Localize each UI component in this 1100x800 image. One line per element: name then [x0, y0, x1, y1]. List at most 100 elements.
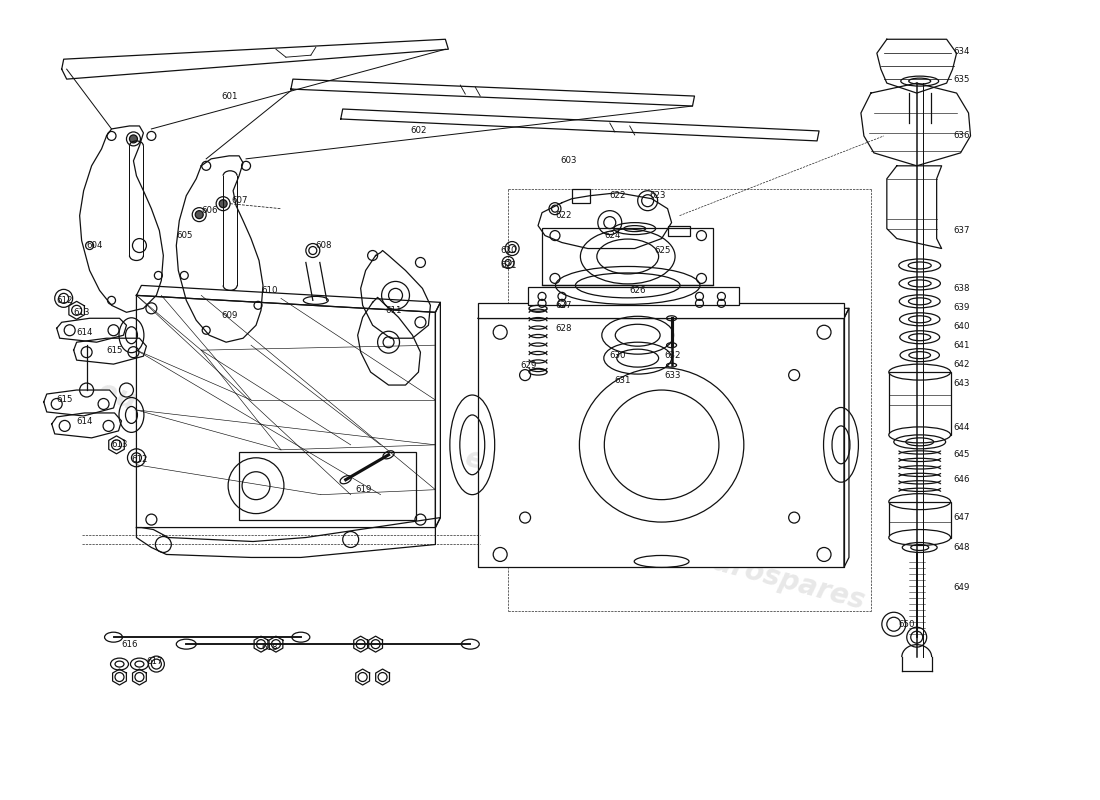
- Text: 613: 613: [111, 440, 128, 450]
- Bar: [528, 287, 739, 306]
- Polygon shape: [844, 308, 849, 567]
- Text: 638: 638: [954, 284, 970, 293]
- Text: 601: 601: [221, 91, 238, 101]
- Text: 625: 625: [654, 246, 671, 255]
- Text: 614: 614: [77, 418, 94, 426]
- Polygon shape: [136, 286, 440, 312]
- Text: 634: 634: [954, 46, 970, 56]
- Text: 646: 646: [954, 475, 970, 484]
- Text: 626: 626: [629, 286, 646, 295]
- Polygon shape: [62, 39, 449, 79]
- Polygon shape: [136, 295, 436, 527]
- Text: 637: 637: [954, 226, 970, 235]
- Text: 647: 647: [954, 513, 970, 522]
- Text: 642: 642: [954, 360, 970, 369]
- Polygon shape: [79, 126, 163, 312]
- Text: 604: 604: [87, 241, 103, 250]
- Bar: [239, 452, 417, 519]
- Polygon shape: [436, 302, 440, 527]
- Bar: [889, 372, 950, 435]
- Text: 615: 615: [107, 346, 123, 354]
- Text: 621: 621: [500, 261, 517, 270]
- Text: 619: 619: [355, 485, 372, 494]
- Text: 610: 610: [261, 286, 277, 295]
- Ellipse shape: [889, 427, 950, 443]
- Polygon shape: [69, 302, 85, 319]
- Ellipse shape: [889, 494, 950, 510]
- Polygon shape: [478, 308, 849, 318]
- Polygon shape: [270, 636, 283, 652]
- Text: 622: 622: [609, 191, 626, 200]
- Text: 620: 620: [500, 246, 517, 255]
- Text: 617: 617: [146, 657, 163, 666]
- Polygon shape: [861, 83, 970, 166]
- Polygon shape: [132, 669, 146, 685]
- Text: 615: 615: [57, 395, 74, 405]
- Text: 643: 643: [954, 378, 970, 387]
- Polygon shape: [538, 193, 672, 249]
- Text: 639: 639: [954, 303, 970, 312]
- Text: 633: 633: [664, 370, 681, 379]
- Polygon shape: [136, 518, 440, 558]
- Polygon shape: [341, 109, 820, 141]
- Bar: [889, 502, 950, 538]
- Text: 608: 608: [316, 241, 332, 250]
- Text: 649: 649: [954, 583, 970, 592]
- Bar: [572, 189, 590, 202]
- Text: 602: 602: [410, 126, 427, 135]
- Ellipse shape: [889, 530, 950, 546]
- Text: 641: 641: [954, 341, 970, 350]
- Bar: [478, 303, 844, 318]
- Text: 606: 606: [201, 206, 218, 215]
- Text: 614: 614: [77, 328, 94, 337]
- Ellipse shape: [889, 364, 950, 380]
- Text: 612: 612: [132, 455, 148, 464]
- Polygon shape: [57, 318, 126, 342]
- Text: 607: 607: [231, 196, 248, 205]
- Polygon shape: [355, 669, 370, 685]
- Text: eurospares: eurospares: [691, 543, 868, 616]
- Text: 628: 628: [556, 324, 572, 333]
- Text: 613: 613: [74, 308, 90, 317]
- Polygon shape: [887, 166, 942, 249]
- Text: 623: 623: [650, 191, 667, 200]
- Text: 629: 629: [520, 361, 537, 370]
- Text: 630: 630: [609, 350, 626, 360]
- Text: 650: 650: [899, 620, 915, 629]
- Text: 624: 624: [605, 231, 621, 240]
- Text: 635: 635: [954, 74, 970, 84]
- Text: 612: 612: [57, 296, 74, 305]
- Text: 616: 616: [121, 640, 138, 649]
- Polygon shape: [44, 390, 117, 416]
- Text: 644: 644: [954, 423, 970, 433]
- Text: 631: 631: [615, 375, 631, 385]
- Text: 618: 618: [261, 642, 277, 652]
- Polygon shape: [376, 669, 389, 685]
- Polygon shape: [176, 156, 263, 342]
- Polygon shape: [290, 79, 694, 106]
- Text: 627: 627: [556, 301, 572, 310]
- Text: 636: 636: [954, 131, 970, 141]
- Polygon shape: [112, 669, 126, 685]
- Polygon shape: [877, 39, 957, 93]
- Text: 605: 605: [176, 231, 192, 240]
- Text: 640: 640: [954, 322, 970, 330]
- Text: 611: 611: [386, 306, 403, 315]
- Text: 648: 648: [954, 543, 970, 552]
- Circle shape: [130, 135, 138, 143]
- Circle shape: [219, 200, 227, 208]
- Polygon shape: [358, 298, 420, 385]
- Polygon shape: [354, 636, 367, 652]
- Bar: [542, 228, 714, 286]
- Polygon shape: [361, 250, 430, 338]
- Polygon shape: [109, 436, 124, 454]
- Text: eurospares: eurospares: [94, 377, 268, 463]
- Text: 609: 609: [221, 310, 238, 320]
- Bar: [668, 226, 690, 235]
- Polygon shape: [254, 636, 268, 652]
- Text: 645: 645: [954, 450, 970, 459]
- Polygon shape: [368, 636, 383, 652]
- Polygon shape: [52, 413, 121, 438]
- Text: 622: 622: [556, 211, 572, 220]
- Text: eurospares: eurospares: [462, 443, 638, 516]
